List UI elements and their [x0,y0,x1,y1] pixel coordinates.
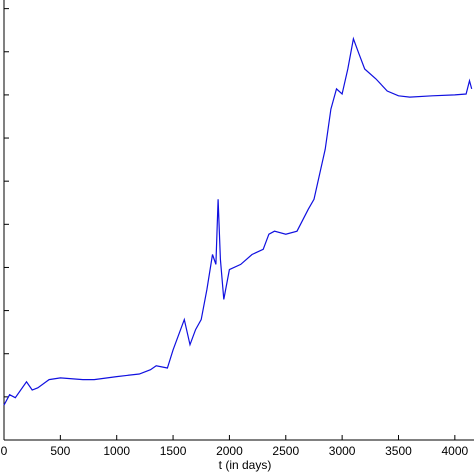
x-tick-label: 3500 [385,444,412,458]
series-line [3,36,473,406]
x-tick-label: 2500 [272,444,299,458]
x-tick-label: 2000 [216,444,243,458]
x-tick-label: 1000 [103,444,130,458]
x-tick-label: 3000 [329,444,356,458]
x-tick-label: 1500 [160,444,187,458]
x-tick-label: 500 [50,444,70,458]
x-tick-label: 0 [1,444,8,458]
x-tick-label: 4000 [441,444,468,458]
x-axis-label: t (in days) [219,458,272,472]
